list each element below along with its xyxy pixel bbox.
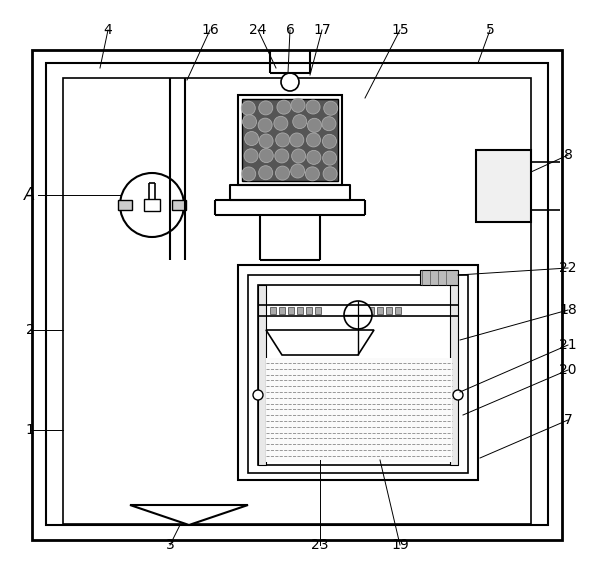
Text: 5: 5 bbox=[486, 23, 494, 37]
Circle shape bbox=[281, 73, 299, 91]
Text: 17: 17 bbox=[313, 23, 331, 37]
Bar bbox=[368, 307, 374, 314]
Circle shape bbox=[293, 115, 307, 129]
Circle shape bbox=[242, 115, 257, 129]
Bar bbox=[377, 307, 383, 314]
Polygon shape bbox=[266, 330, 374, 355]
Bar bbox=[315, 307, 321, 314]
Text: 3: 3 bbox=[166, 538, 175, 552]
Bar bbox=[242, 99, 338, 181]
Text: 4: 4 bbox=[104, 23, 112, 37]
Bar bbox=[118, 200, 132, 210]
Text: A: A bbox=[24, 186, 35, 204]
Circle shape bbox=[259, 149, 273, 163]
Circle shape bbox=[241, 101, 255, 115]
Bar bbox=[279, 307, 285, 314]
Text: 6: 6 bbox=[286, 23, 294, 37]
Bar bbox=[395, 307, 401, 314]
Circle shape bbox=[306, 100, 320, 114]
Text: 15: 15 bbox=[391, 23, 409, 37]
Text: 20: 20 bbox=[559, 363, 577, 377]
Bar bbox=[420, 270, 458, 285]
Bar bbox=[32, 50, 562, 540]
Circle shape bbox=[307, 119, 322, 132]
Circle shape bbox=[276, 133, 290, 147]
Circle shape bbox=[277, 100, 291, 114]
Circle shape bbox=[322, 117, 336, 131]
Text: 2: 2 bbox=[25, 323, 34, 337]
Circle shape bbox=[306, 133, 320, 147]
Text: 1: 1 bbox=[25, 423, 34, 437]
Bar bbox=[297, 307, 303, 314]
Bar bbox=[386, 307, 392, 314]
Circle shape bbox=[258, 166, 273, 180]
Circle shape bbox=[120, 173, 184, 237]
Circle shape bbox=[307, 150, 321, 164]
Circle shape bbox=[274, 116, 288, 130]
Bar bbox=[63, 78, 531, 524]
Bar bbox=[288, 307, 294, 314]
Text: 21: 21 bbox=[559, 338, 577, 352]
Text: 7: 7 bbox=[563, 413, 572, 427]
Bar bbox=[238, 265, 478, 480]
Bar bbox=[266, 358, 452, 462]
Bar bbox=[46, 63, 548, 525]
Circle shape bbox=[291, 149, 306, 163]
Circle shape bbox=[275, 149, 289, 163]
Circle shape bbox=[291, 164, 304, 178]
Circle shape bbox=[259, 101, 273, 115]
Circle shape bbox=[253, 390, 263, 400]
Bar bbox=[270, 307, 276, 314]
Text: 22: 22 bbox=[559, 261, 577, 275]
Text: 24: 24 bbox=[249, 23, 267, 37]
Circle shape bbox=[306, 167, 319, 181]
Circle shape bbox=[290, 133, 304, 147]
Circle shape bbox=[324, 101, 337, 115]
Text: 23: 23 bbox=[312, 538, 329, 552]
Bar bbox=[248, 275, 468, 473]
Bar bbox=[144, 199, 160, 211]
Text: 18: 18 bbox=[559, 303, 577, 317]
Circle shape bbox=[259, 134, 273, 148]
Circle shape bbox=[344, 301, 372, 329]
Bar bbox=[172, 200, 186, 210]
Bar bbox=[258, 285, 458, 465]
Text: 8: 8 bbox=[563, 148, 572, 162]
Bar bbox=[230, 185, 350, 200]
Bar bbox=[306, 307, 312, 314]
Circle shape bbox=[245, 132, 258, 146]
Text: 16: 16 bbox=[201, 23, 219, 37]
Text: 19: 19 bbox=[391, 538, 409, 552]
Bar bbox=[258, 285, 266, 465]
Circle shape bbox=[244, 149, 258, 163]
Circle shape bbox=[276, 166, 290, 180]
Bar bbox=[450, 285, 458, 465]
Bar bbox=[238, 95, 342, 185]
Circle shape bbox=[323, 134, 336, 149]
Circle shape bbox=[258, 118, 272, 132]
Bar bbox=[476, 150, 531, 222]
Circle shape bbox=[242, 167, 255, 181]
Circle shape bbox=[453, 390, 463, 400]
Circle shape bbox=[323, 167, 337, 181]
Circle shape bbox=[323, 151, 337, 165]
Polygon shape bbox=[130, 505, 248, 525]
Circle shape bbox=[291, 98, 305, 112]
